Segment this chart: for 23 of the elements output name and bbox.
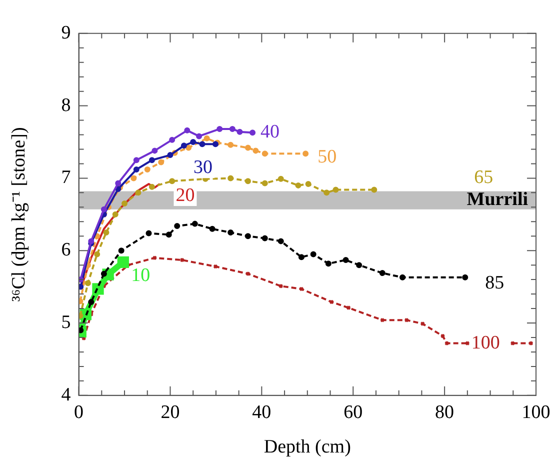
y-tick-label: 6 xyxy=(61,240,71,261)
y-tick-label: 9 xyxy=(61,22,71,44)
x-tick-label: 80 xyxy=(435,402,454,423)
x-tick-label: 20 xyxy=(160,402,180,423)
y-tick-label: 5 xyxy=(61,312,71,333)
series-label: 30 xyxy=(194,157,213,178)
text: 65 xyxy=(474,166,494,188)
y-tick-label: 8 xyxy=(61,94,71,116)
series-label: 40 xyxy=(260,122,280,143)
y-axis-title: ³⁶Cl (dpm kg⁻¹ [stone]) xyxy=(8,127,30,302)
x-tick-label: 100 xyxy=(522,402,550,423)
x-tick-label: 60 xyxy=(344,402,363,423)
x-tick-label: 0 xyxy=(74,402,84,423)
series-label: 50 xyxy=(318,146,337,168)
x-tick-label: 40 xyxy=(252,402,272,423)
x-axis-title: Depth (cm) xyxy=(264,436,351,458)
series-label: 85 xyxy=(485,272,504,294)
y-tick-label: 7 xyxy=(61,167,71,188)
y-tick-label: 4 xyxy=(61,384,72,406)
series-label: 10 xyxy=(131,265,150,286)
band-label: Murrili xyxy=(466,189,528,210)
series-label: 20 xyxy=(176,184,195,206)
series-label: 100 xyxy=(471,332,500,354)
